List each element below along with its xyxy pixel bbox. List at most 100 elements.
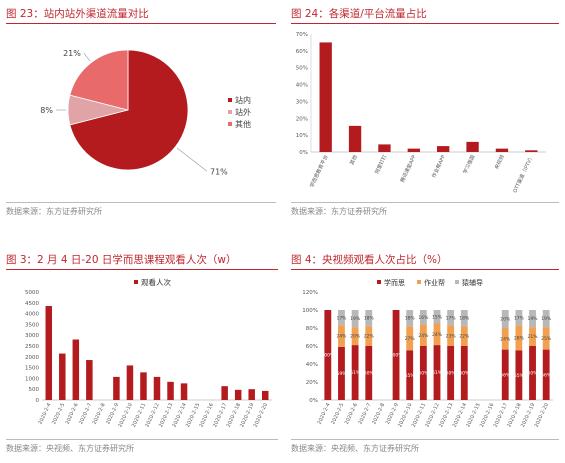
stacked-segment xyxy=(433,323,441,346)
y-tick-label: 40% xyxy=(306,362,318,368)
source-note: 数据来源：央视频、东方证券研究所 xyxy=(6,444,134,453)
y-tick-label: 0% xyxy=(309,398,318,404)
segment-value-label: 24% xyxy=(432,332,443,338)
panel-view-share-stacked: 图 4：央视频观看人次占比（%） 学而思 作业帮 猿辅导 0% 20% 40% 60% 80%… xyxy=(291,252,559,457)
legend-swatch xyxy=(228,98,232,102)
legend-swatch xyxy=(228,122,232,126)
y-tick-label: 0% xyxy=(299,150,308,156)
x-tick-label: OTT渠道（IPTV） xyxy=(511,154,535,194)
x-tick-label: 2020-2-5 xyxy=(330,402,345,425)
bar xyxy=(248,389,255,400)
segment-value-label: 19% xyxy=(350,316,361,322)
title-rule xyxy=(6,23,276,24)
stacked-segment xyxy=(338,310,345,326)
daily-views-bar-chart: 观看人次 0 500 1000 1500 2000 2500 3000 3500 4000 4500… xyxy=(25,277,272,428)
segment-value-label: 18% xyxy=(405,316,416,322)
bar xyxy=(153,376,161,400)
stacked-segment xyxy=(365,326,373,346)
segment-value-label: 19% xyxy=(541,316,552,322)
stacked-segment xyxy=(338,325,345,347)
x-tick-label: 2020-2-8 xyxy=(92,402,107,425)
stacked-segment xyxy=(419,346,427,400)
y-tick-label: 120% xyxy=(302,290,318,296)
title-rule xyxy=(6,269,278,270)
stacked-segment xyxy=(365,346,373,400)
stacked-segment xyxy=(515,310,523,326)
y-tick-label: 1000 xyxy=(25,376,39,382)
bar xyxy=(167,381,174,400)
y-tick-label: 30% xyxy=(296,99,308,105)
bar xyxy=(180,383,188,400)
bar xyxy=(126,365,134,400)
stacked-segment xyxy=(515,350,523,400)
segment-value-label: 61% xyxy=(432,370,443,376)
stacked-segment xyxy=(351,327,359,346)
legend-label: 猿辅导 xyxy=(462,278,483,287)
bar xyxy=(495,148,509,152)
bar xyxy=(113,376,120,400)
y-tick-label: 4500 xyxy=(25,301,39,307)
bar xyxy=(86,360,93,400)
pie-slice xyxy=(69,49,129,111)
y-tick-label: 2000 xyxy=(25,355,39,361)
stacked-segment xyxy=(460,310,468,327)
source-note: 数据来源：东方证券研究所 xyxy=(6,207,102,216)
x-tick-label: 2020-2-20 xyxy=(534,402,550,428)
segment-value-label: 17% xyxy=(446,315,457,321)
panel-title: 图 24：各渠道/平台流量占比 xyxy=(291,8,427,20)
segment-value-label: 20% xyxy=(500,317,511,323)
legend-swatch xyxy=(377,280,381,284)
leader-line xyxy=(176,147,208,172)
bar xyxy=(221,386,228,400)
stacked-segment xyxy=(515,325,523,351)
segment-value-label: 17% xyxy=(336,315,347,321)
segment-value-label: 25% xyxy=(541,336,552,342)
slice-value-label: 8% xyxy=(40,106,53,115)
stacked-segment xyxy=(419,310,427,325)
bar xyxy=(140,372,147,400)
legend-label: 作业帮 xyxy=(424,278,445,287)
segment-value-label: 60% xyxy=(528,371,539,377)
y-tick-label: 1500 xyxy=(25,366,39,372)
segment-value-label: 60% xyxy=(418,371,429,377)
x-tick-label: 阿里钉钉 xyxy=(373,154,388,175)
x-tick-label: 2020-2-7 xyxy=(78,402,93,425)
y-tick-label: 5000 xyxy=(25,290,39,296)
y-tick-label: 4000 xyxy=(25,312,39,318)
segment-value-label: 24% xyxy=(336,334,347,340)
view-share-stacked-chart: 学而思 作业帮 猿辅导 0% 20% 40% 60% 80% 100% 120% 100% 2020-… xyxy=(302,278,553,428)
title-rule xyxy=(291,269,559,270)
legend-label: 学而思 xyxy=(384,278,405,287)
x-tick-label: 作业帮APP xyxy=(430,154,447,179)
stacked-segment xyxy=(365,310,373,327)
y-tick-label: 3500 xyxy=(25,322,39,328)
segment-value-label: 56% xyxy=(500,372,511,378)
stacked-segment xyxy=(542,349,550,400)
bar xyxy=(59,353,66,400)
stacked-segment xyxy=(447,346,455,400)
segment-value-label: 100% xyxy=(321,353,335,359)
y-tick-label: 60% xyxy=(296,49,308,55)
segment-value-label: 19% xyxy=(528,316,539,322)
bar xyxy=(407,148,420,152)
segment-value-label: 60% xyxy=(459,371,470,377)
stacked-segment xyxy=(529,310,536,328)
stacked-segment xyxy=(324,310,332,400)
stacked-segment xyxy=(406,350,414,400)
x-tick-label: 2020-2-4 xyxy=(38,402,53,425)
stacked-segment xyxy=(447,310,455,326)
stacked-segment xyxy=(419,324,427,346)
legend-swatch xyxy=(417,280,421,284)
stacked-segment xyxy=(542,310,550,328)
bar xyxy=(437,146,450,152)
bar xyxy=(466,141,479,152)
panel-title: 图 23：站内站外渠道流量对比 xyxy=(6,8,149,20)
y-tick-label: 20% xyxy=(296,116,308,122)
stacked-segment xyxy=(433,310,441,324)
stacked-segment xyxy=(529,346,536,400)
platform-bar-chart: 0% 10% 20% 30% 40% 50% 60% 70% 学而思教育平台 其他 阿里钉钉 腾讯课堂… xyxy=(296,32,546,194)
segment-value-label: 60% xyxy=(446,371,457,377)
legend-swatch xyxy=(134,280,138,284)
legend-swatch xyxy=(455,280,459,284)
segment-value-label: 60% xyxy=(364,371,375,377)
